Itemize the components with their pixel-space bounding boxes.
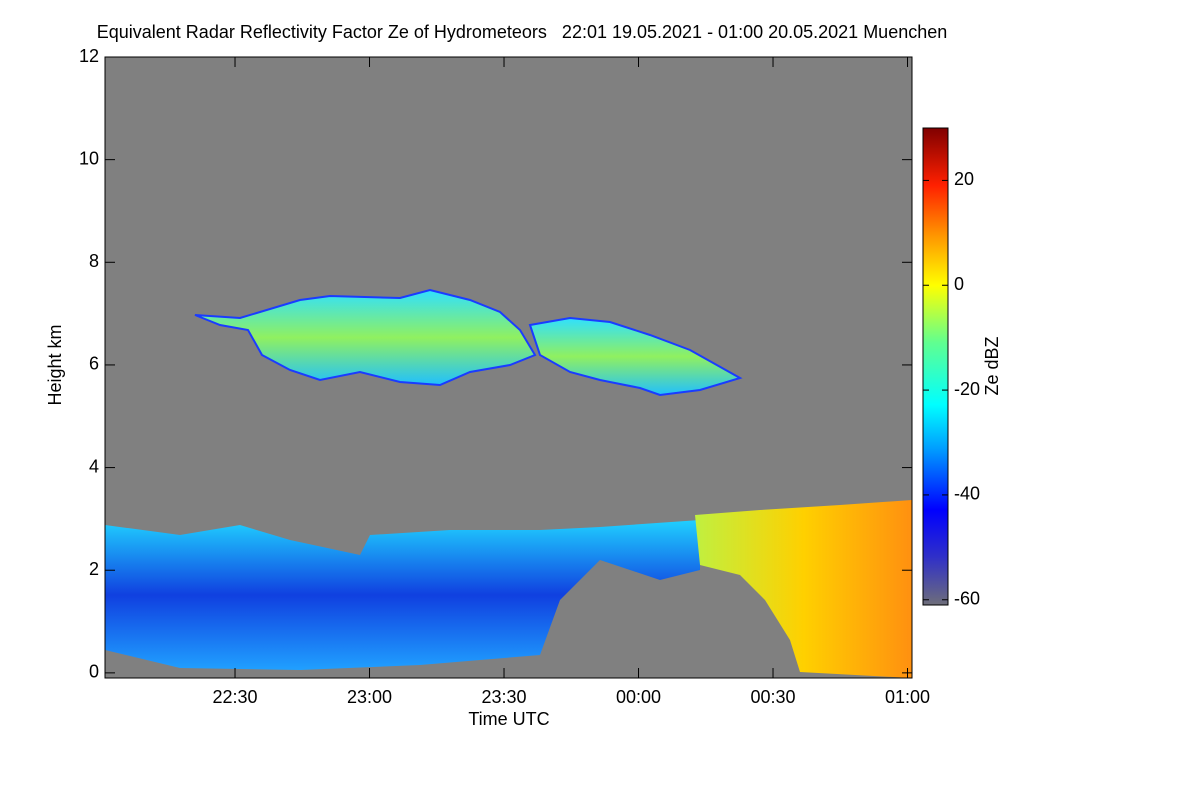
- low-echo: [105, 520, 700, 670]
- colorbar-tick-label: -20: [954, 379, 980, 399]
- y-tick-label: 8: [89, 251, 99, 271]
- colorbar-tick-label: -60: [954, 589, 980, 609]
- y-tick-label: 0: [89, 662, 99, 682]
- x-tick-label: 01:00: [885, 687, 930, 707]
- colorbar-tick-label: 0: [954, 274, 964, 294]
- colorbar-tick-label: 20: [954, 169, 974, 189]
- x-tick-label: 22:30: [212, 687, 257, 707]
- y-tick-label: 12: [79, 46, 99, 66]
- cloud-echo: [528, 316, 743, 397]
- chart-title: Equivalent Radar Reflectivity Factor Ze …: [97, 22, 948, 42]
- rain-echo: [695, 500, 912, 678]
- colorbar: [922, 127, 949, 606]
- y-tick-label: 4: [89, 456, 99, 476]
- cloud-echo: [194, 288, 537, 387]
- x-axis-label: Time UTC: [468, 709, 549, 729]
- plot-frame: [104, 56, 913, 679]
- y-tick-label: 2: [89, 559, 99, 579]
- x-tick-label: 23:30: [481, 687, 526, 707]
- y-tick-label: 10: [79, 148, 99, 168]
- x-tick-label: 00:30: [750, 687, 795, 707]
- y-tick-label: 6: [89, 354, 99, 374]
- x-tick-label: 00:00: [616, 687, 661, 707]
- colorbar-label: Ze dBZ: [982, 336, 1002, 395]
- colorbar-tick-label: -40: [954, 484, 980, 504]
- y-axis-label: Height km: [45, 324, 65, 405]
- x-tick-label: 23:00: [347, 687, 392, 707]
